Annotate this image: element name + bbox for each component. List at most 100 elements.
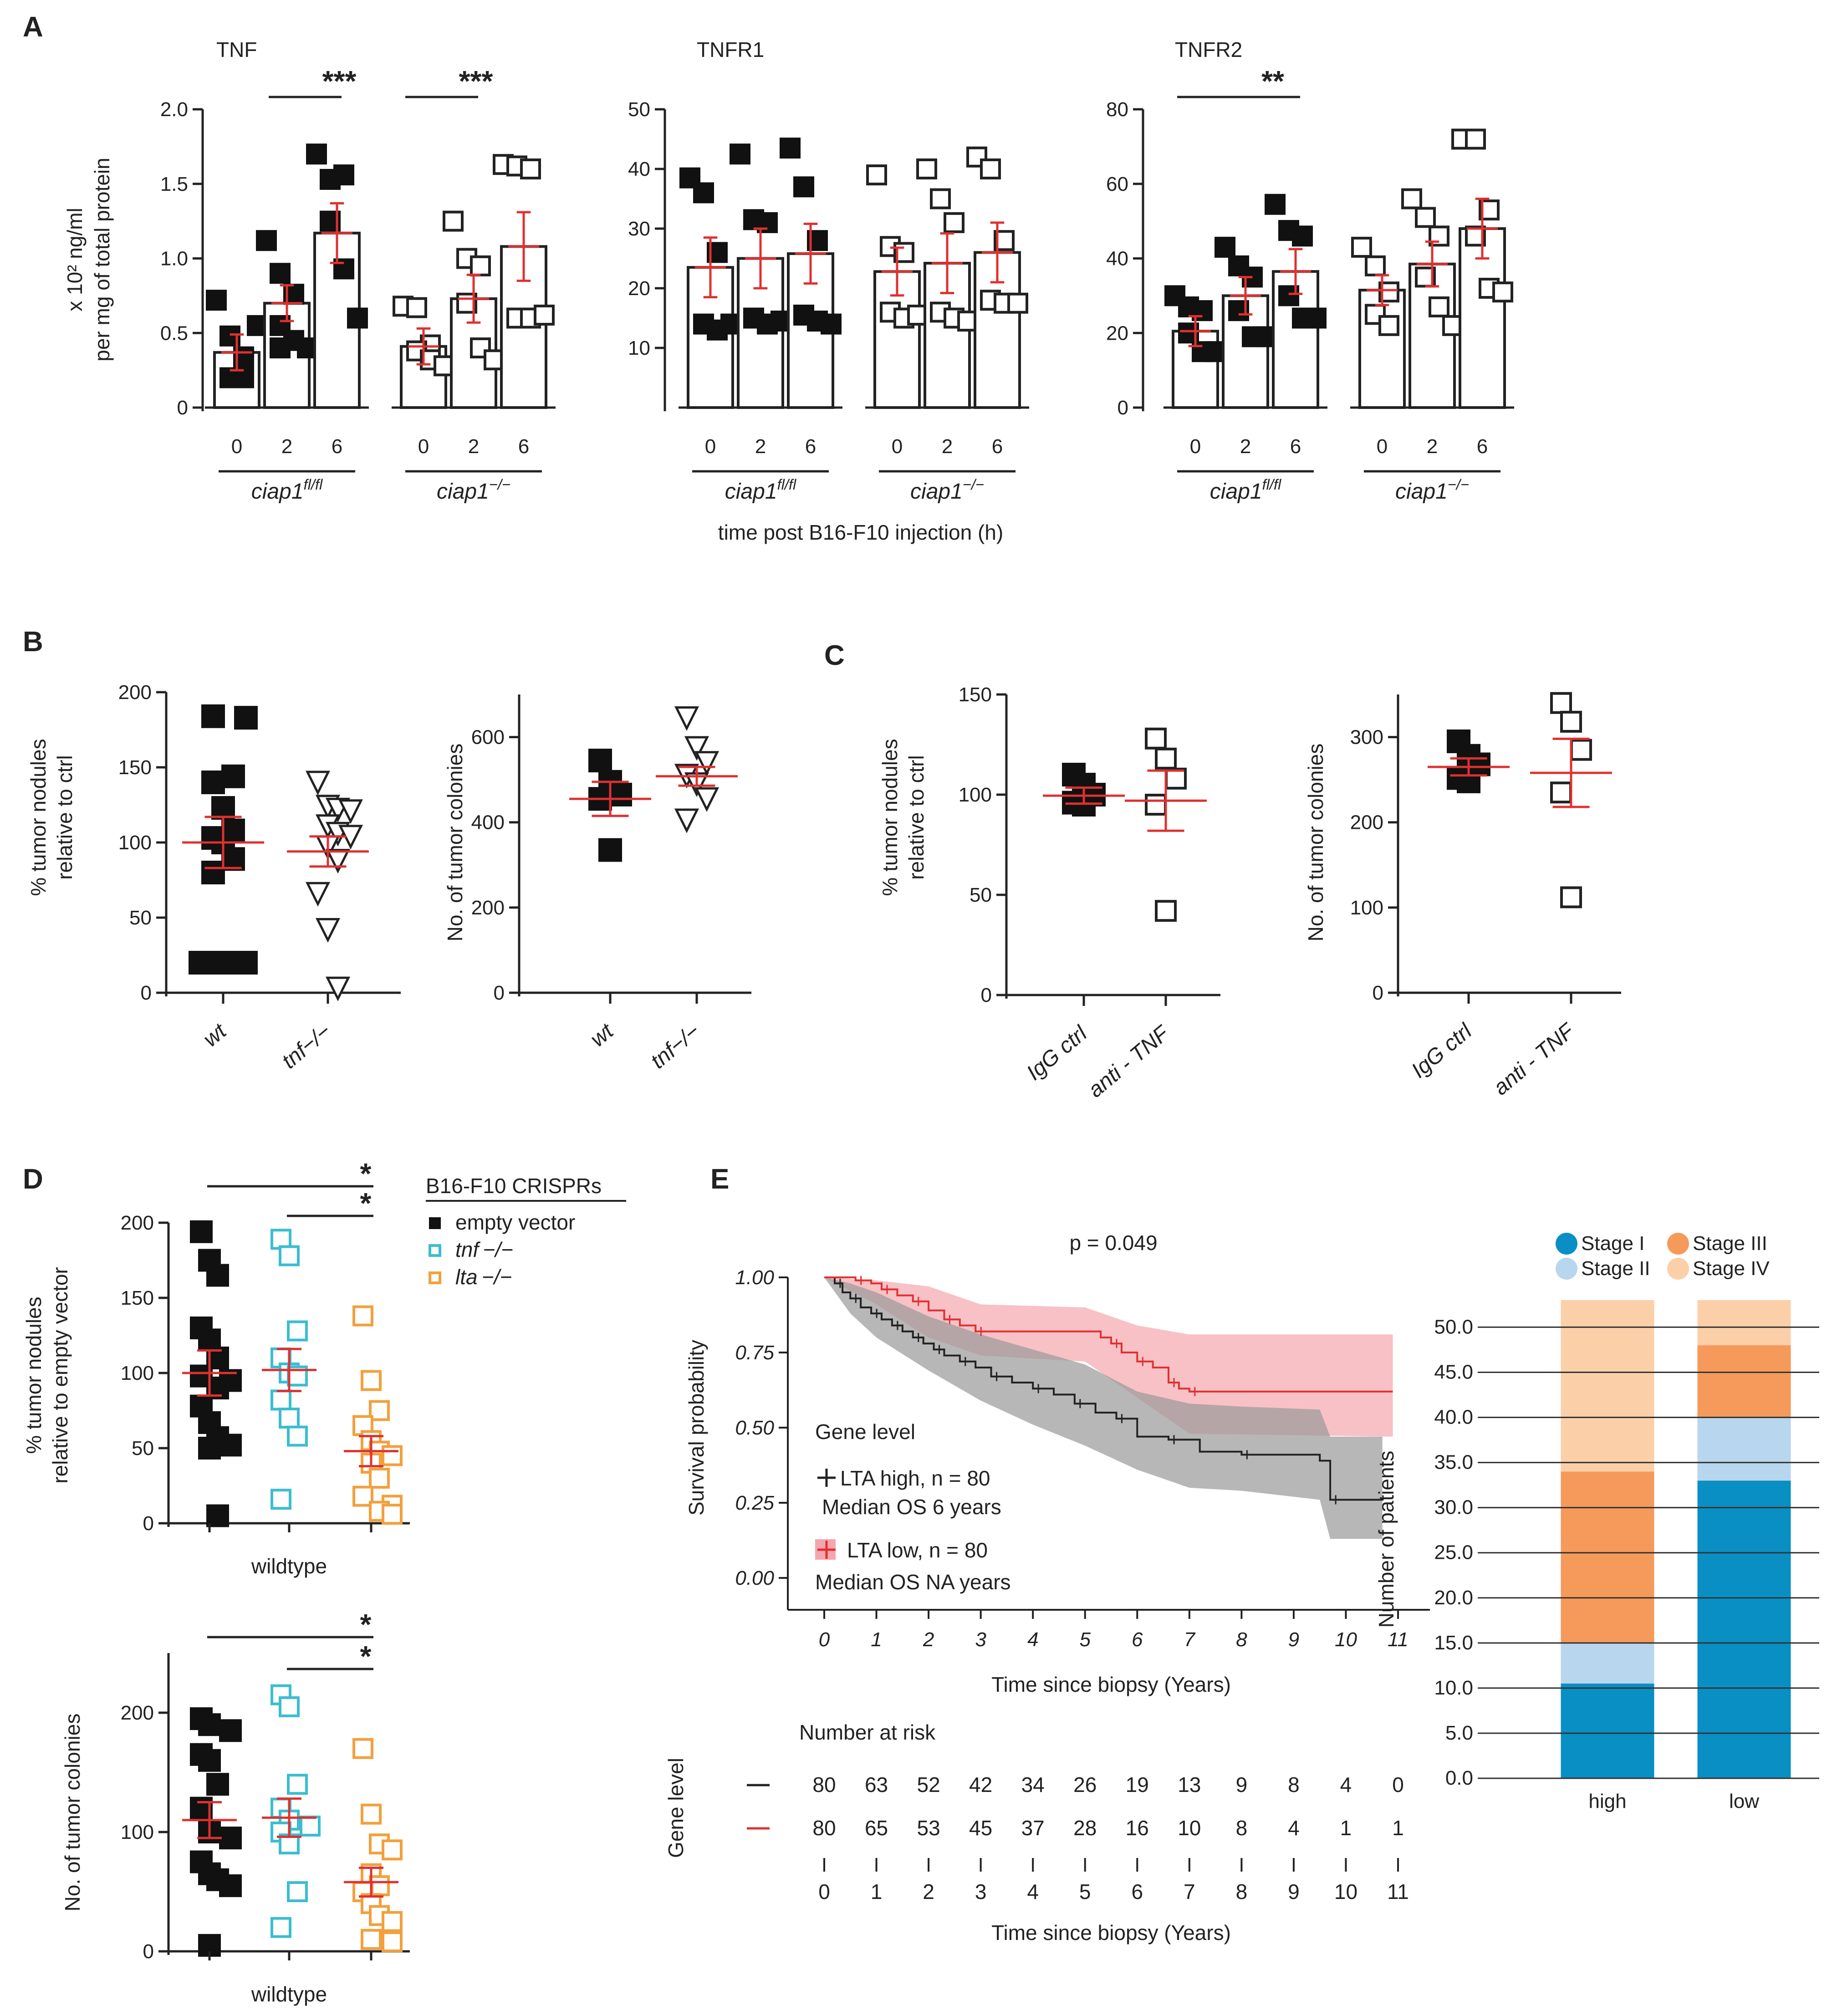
D2-y-tick-label: 0 (143, 1940, 154, 1963)
x-tick-label: 7 (1184, 1628, 1196, 1651)
data-point (693, 313, 714, 335)
risk-x-tick-label: 10 (1334, 1880, 1357, 1904)
data-point (443, 210, 464, 232)
A1-y-tick-label: 1.5 (160, 173, 188, 195)
B1-ylabel: % tumor nodules relative to ctrl (26, 739, 77, 896)
data-point (382, 1445, 403, 1466)
data-point (219, 1874, 242, 1897)
legend-label-1: tnf −/− (455, 1238, 513, 1261)
risk-x-tick-label: 7 (1184, 1880, 1195, 1904)
A2-y-tick-label: 10 (628, 337, 650, 359)
significance-label: *** (322, 65, 357, 97)
risk-x-tick-label: 1 (871, 1880, 883, 1904)
B2-ylabel-line: No. of tumor colonies (443, 744, 467, 942)
data-point (1465, 128, 1486, 150)
data-point (382, 1911, 403, 1932)
stack-Stage-II (1697, 1417, 1791, 1481)
C1-y-tick-label: 150 (959, 684, 992, 706)
A1-y-tick-label: 0 (177, 397, 188, 419)
significance-label: * (360, 1608, 372, 1641)
y-tick-label: 40.0 (1434, 1406, 1473, 1429)
B1-y-tick-label: 200 (118, 681, 152, 704)
A1-y-tick-label: 2.0 (160, 98, 188, 121)
data-point (694, 787, 720, 812)
x-tick-label: 8 (1236, 1628, 1247, 1651)
risk-low-count: 80 (812, 1816, 836, 1840)
data-point (305, 882, 331, 907)
data-point (780, 138, 801, 159)
risk-x-tick-label: 0 (818, 1880, 830, 1904)
stack-Stage-III (1561, 1471, 1654, 1643)
legend-median-low: Median OS NA years (815, 1570, 1011, 1594)
x-tick-label: wt (199, 1019, 231, 1052)
legend-label-high: LTA high, n = 80 (840, 1466, 990, 1490)
stack-Stage-IV (1697, 1300, 1791, 1346)
data-point (256, 230, 277, 251)
B2-y-tick-label: 400 (471, 812, 505, 834)
x-tick-label: 0 (1190, 435, 1201, 458)
data-point (201, 704, 225, 728)
data-point (198, 1749, 221, 1772)
legend-label: Stage II (1581, 1257, 1650, 1280)
legend-median-high: Median OS 6 years (822, 1495, 1001, 1519)
data-point (470, 255, 491, 276)
C1-ylabel-line: % tumor nodules (878, 739, 902, 896)
C1-y-tick-label: 50 (970, 884, 992, 906)
data-point (201, 861, 225, 884)
data-point (1155, 900, 1177, 922)
data-point (233, 367, 254, 388)
y-label-group: Survival probability (684, 1340, 708, 1516)
data-point (693, 182, 714, 204)
A2-y-tick-label: 20 (628, 277, 650, 300)
legend-label: Stage III (1693, 1232, 1767, 1255)
x-tick-label: 6 (1290, 435, 1301, 458)
C2-y-tick-label: 0 (1373, 982, 1383, 1004)
B1-ylabel-line: relative to ctrl (53, 755, 77, 880)
D1-y-tick-label: 50 (132, 1437, 154, 1460)
data-point (333, 164, 354, 186)
data-point (1560, 886, 1582, 908)
chart-C2: 0 100 200 300 IgG ctrl anti - TNF (1350, 692, 1621, 1100)
data-point (944, 212, 965, 233)
B2-y-tick-label: 0 (494, 982, 505, 1004)
y-tick-label: 30.0 (1434, 1496, 1473, 1519)
data-point (382, 1931, 403, 1953)
x-label: wildtype (251, 1554, 327, 1578)
x-tick-label: 5 (1079, 1628, 1091, 1651)
group-label-ciap1-flfl: ciap1fl/fl (1210, 476, 1281, 504)
significance-label: ** (1261, 65, 1284, 97)
legend-title: Gene level (815, 1420, 915, 1444)
x-tick-label: 2 (755, 435, 766, 458)
data-point (1292, 225, 1313, 247)
risk-high-count: 4 (1340, 1773, 1352, 1797)
A3-y-tick-label: 80 (1106, 98, 1128, 121)
A-ylabel-line2: per mg of total protein (90, 158, 114, 361)
x-tick-label: 3 (975, 1628, 986, 1651)
data-point (325, 849, 351, 874)
stack-Stage-II (1561, 1643, 1654, 1684)
risk-x-label: Time since biopsy (Years) (991, 1921, 1231, 1945)
data-point (793, 176, 814, 198)
stack-Stage-I (1697, 1480, 1791, 1778)
risk-x-tick-label: 3 (975, 1880, 987, 1904)
panel-letter-A: A (23, 11, 43, 43)
risk-x-tick-label: 2 (923, 1880, 934, 1904)
data-point (406, 297, 427, 318)
y-tick-label: 15.0 (1434, 1632, 1473, 1654)
risk-low-count: 10 (1178, 1816, 1201, 1840)
A2-y-tick-label: 30 (628, 218, 650, 240)
x-tick-label: 6 (1477, 435, 1488, 458)
y-label: Survival probability (684, 1340, 708, 1516)
stack-Stage-III (1697, 1345, 1791, 1418)
data-point (1570, 739, 1592, 761)
data-point (270, 337, 291, 358)
data-point (305, 771, 331, 796)
data-point (211, 951, 235, 975)
panel-letter-E: E (710, 1164, 729, 1195)
data-point (206, 1504, 229, 1527)
data-point (361, 1929, 382, 1950)
y-tick-label: 35.0 (1434, 1451, 1473, 1474)
x-tick-label: 6 (332, 435, 342, 458)
